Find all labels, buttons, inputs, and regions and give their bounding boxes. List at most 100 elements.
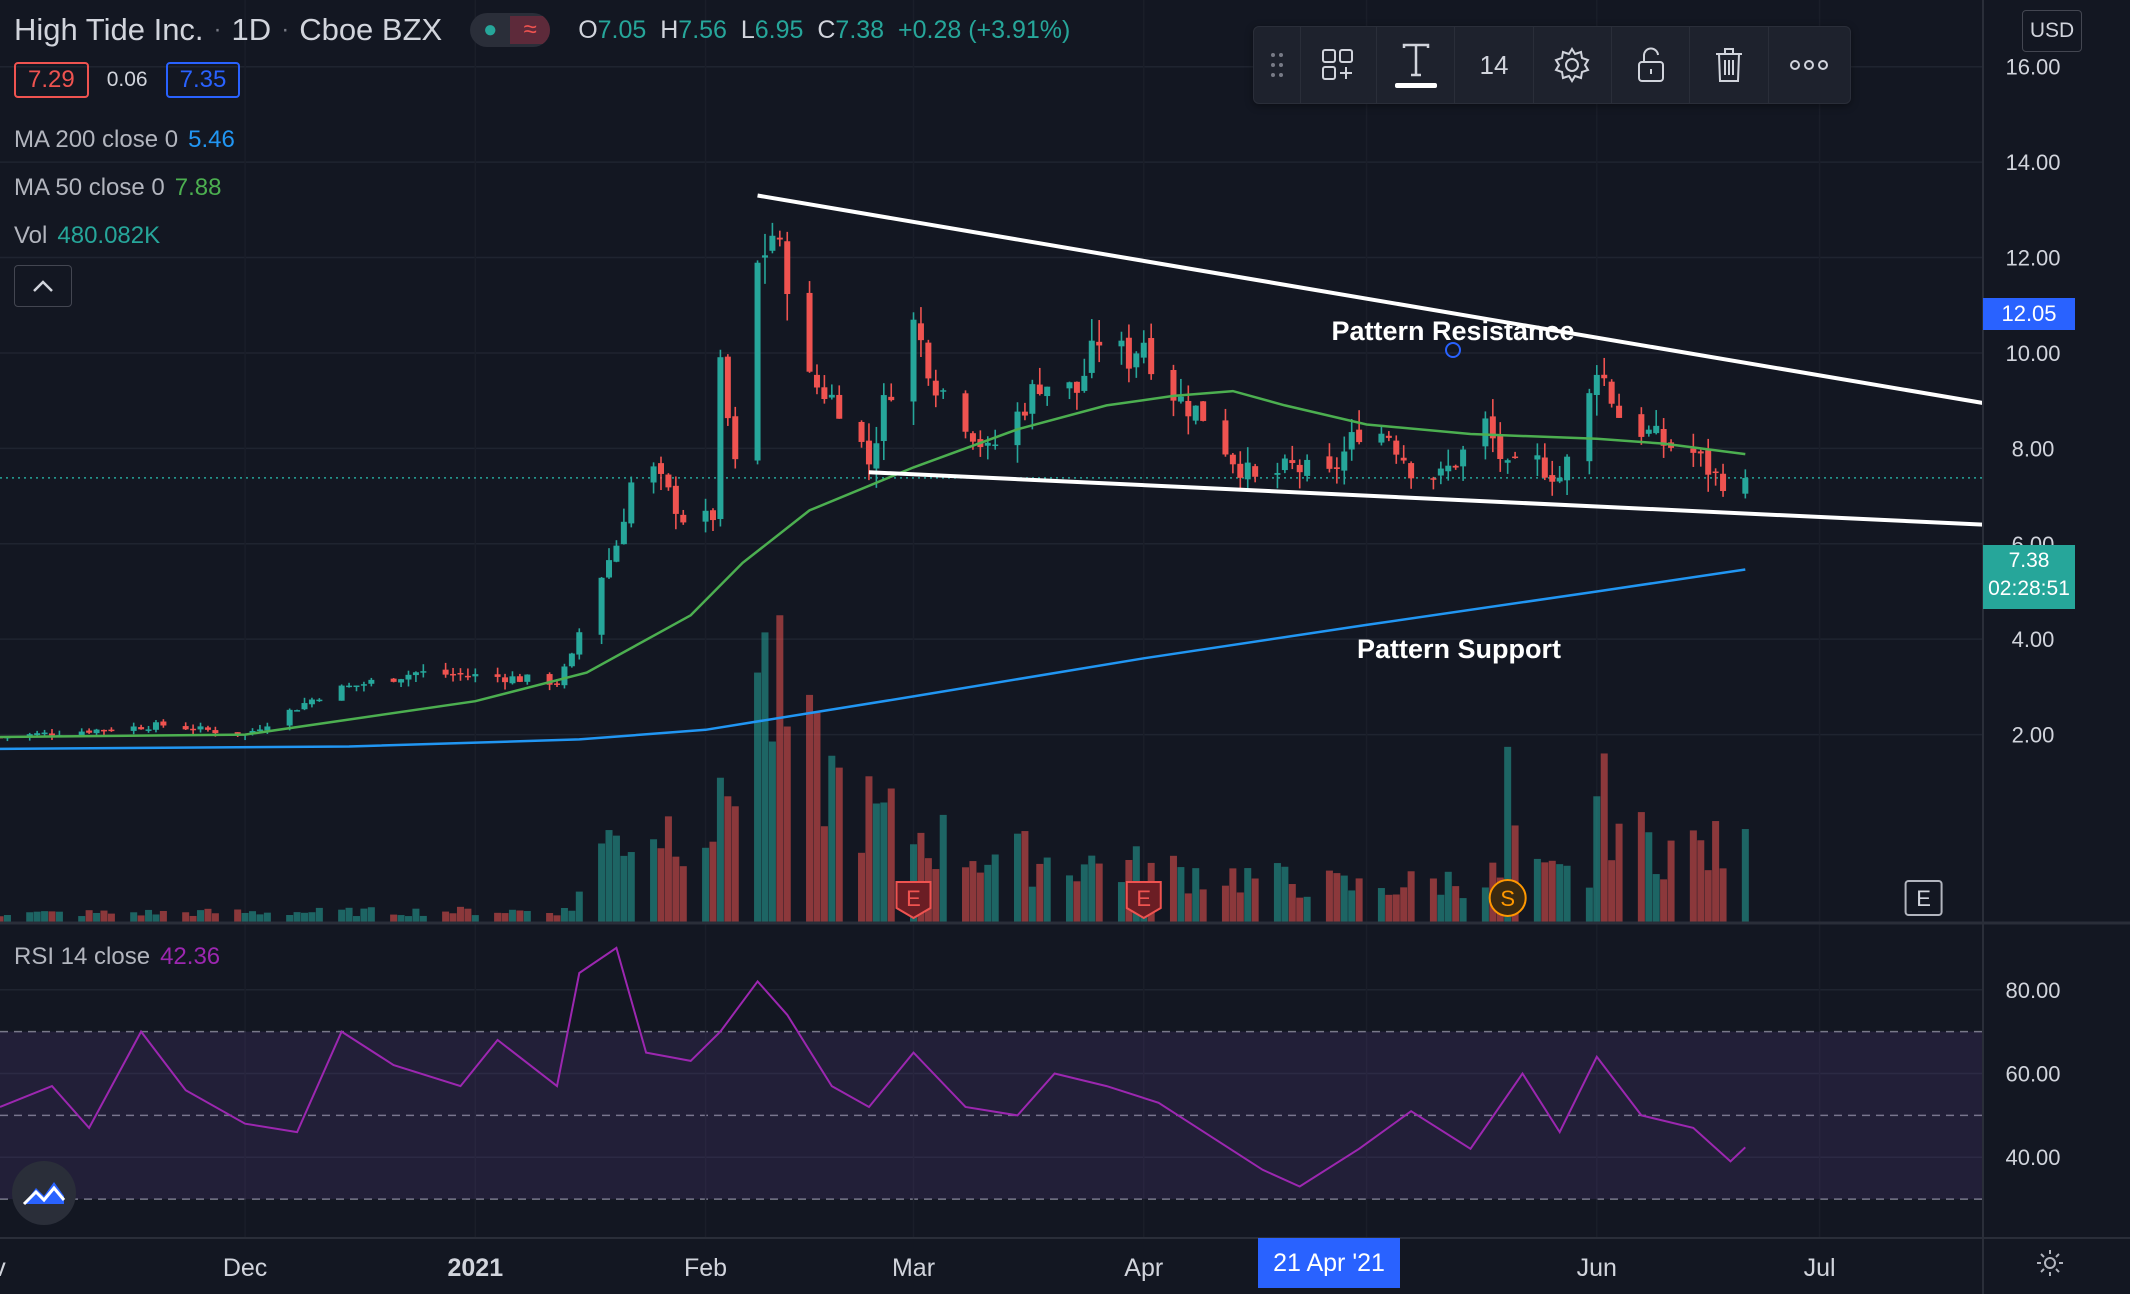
candle-body xyxy=(1705,450,1712,475)
volume-bar xyxy=(1504,746,1512,922)
candle-body xyxy=(910,319,917,402)
candle-body xyxy=(472,674,479,677)
bid-ask-row: 7.29 0.06 7.35 xyxy=(14,62,241,98)
crosshair-date-label: 21 Apr '21 xyxy=(1258,1238,1400,1288)
currency-button[interactable]: USD xyxy=(2022,10,2082,52)
candle-body xyxy=(1326,456,1333,469)
earnings-marker[interactable] xyxy=(895,881,932,920)
volume-bar xyxy=(1556,864,1564,922)
volume-bar xyxy=(1348,890,1356,922)
candle-body xyxy=(1192,405,1199,421)
text-tool-button[interactable] xyxy=(1377,27,1456,103)
volume-bar xyxy=(932,869,940,922)
volume-bar xyxy=(107,913,115,922)
candle-body xyxy=(524,674,531,682)
candle-body xyxy=(398,679,405,683)
tradingview-logo[interactable] xyxy=(12,1161,76,1225)
candle-body xyxy=(152,722,159,730)
volume-bar xyxy=(858,852,866,922)
upcoming-earnings-marker[interactable] xyxy=(1904,880,1943,916)
candle-body xyxy=(1133,353,1140,368)
volume-bar xyxy=(1548,860,1556,922)
volume-bar xyxy=(145,909,153,922)
volume-bar xyxy=(575,891,583,922)
volume-bar xyxy=(806,694,814,922)
separator-dot: · xyxy=(281,16,290,43)
volume-bar xyxy=(1660,879,1668,922)
more-button[interactable] xyxy=(1769,27,1850,103)
separator-dot: · xyxy=(213,16,222,43)
ma200-legend[interactable]: MA 200 close 0 5.46 xyxy=(14,126,235,154)
volume-bar xyxy=(880,802,888,922)
volume-bar xyxy=(605,830,613,922)
ma50-legend[interactable]: MA 50 close 0 7.88 xyxy=(14,174,221,202)
split-marker[interactable] xyxy=(1488,879,1527,917)
object-tree-button[interactable] xyxy=(1301,27,1377,103)
text-color-swatch xyxy=(1394,82,1437,88)
candle-body xyxy=(457,672,464,675)
ask-price[interactable]: 7.35 xyxy=(165,62,241,98)
volume-bar xyxy=(1600,753,1608,922)
volume-bar xyxy=(568,910,576,922)
drawing-anchor-handle[interactable] xyxy=(1445,342,1461,358)
bid-price[interactable]: 7.29 xyxy=(14,62,89,98)
object-tree-icon xyxy=(1322,49,1354,80)
candle-body xyxy=(405,674,412,680)
delete-button[interactable] xyxy=(1690,27,1769,103)
volume-bar xyxy=(1652,874,1660,922)
volume-bar xyxy=(598,843,606,922)
pattern-resistance-label[interactable]: Pattern Resistance xyxy=(1331,316,1574,346)
volume-bar xyxy=(1251,878,1259,922)
candle-body xyxy=(130,726,137,731)
volume-bar xyxy=(471,915,479,922)
settings-button[interactable] xyxy=(1534,27,1612,103)
volume-bar xyxy=(1199,889,1207,922)
drawing-price-label: 12.05 xyxy=(1983,298,2075,330)
candle-body xyxy=(1185,400,1192,417)
pattern-resistance-trendline[interactable] xyxy=(757,193,1984,406)
candle-body xyxy=(1497,435,1504,460)
drag-handle[interactable] xyxy=(1254,27,1301,103)
split-marker-label: S xyxy=(1500,886,1515,911)
collapse-legend-button[interactable] xyxy=(14,265,72,307)
volume-bar xyxy=(1667,840,1675,922)
bar-countdown: 02:28:51 xyxy=(1988,577,2070,600)
time-tick-label: Feb xyxy=(684,1254,727,1282)
time-tick-label: Apr xyxy=(1124,1254,1163,1282)
candle-body xyxy=(665,474,672,488)
volume-bar xyxy=(1192,868,1200,922)
chart-settings-button[interactable] xyxy=(2035,1248,2065,1283)
volume-bar xyxy=(976,872,984,922)
symbol-name[interactable]: High Tide Inc. xyxy=(14,12,204,47)
volume-bar xyxy=(872,803,880,922)
volume-bar xyxy=(404,916,412,922)
pattern-support-trendline[interactable] xyxy=(868,470,1984,527)
rsi-legend[interactable]: RSI 14 close 42.36 xyxy=(14,943,220,971)
candle-body xyxy=(1304,459,1311,476)
rsi-legend-value: 42.36 xyxy=(160,943,221,970)
market-open-icon: ● xyxy=(482,16,498,43)
candle-body xyxy=(613,545,620,562)
earnings-marker[interactable] xyxy=(1125,881,1162,920)
volume-legend[interactable]: Vol 480.082K xyxy=(14,222,160,250)
candle-body xyxy=(1660,428,1667,446)
volume-bar xyxy=(1437,894,1445,922)
volume-bar xyxy=(702,847,710,922)
volume-bar xyxy=(1407,871,1415,922)
low-value: 6.95 xyxy=(754,15,804,44)
candle-body xyxy=(204,727,211,730)
candle-body xyxy=(494,674,501,677)
candle-body xyxy=(1549,475,1556,482)
candle-body xyxy=(1274,473,1281,475)
pattern-support-label[interactable]: Pattern Support xyxy=(1357,634,1561,664)
font-size-button[interactable]: 14 xyxy=(1455,27,1534,103)
volume-bar xyxy=(508,909,516,922)
volume-bar xyxy=(41,911,49,922)
last-price-label: 7.38 02:28:51 xyxy=(1983,545,2075,609)
volume-bar xyxy=(449,913,457,922)
interval-label[interactable]: 1D xyxy=(231,12,272,47)
lock-button[interactable] xyxy=(1612,27,1691,103)
market-status-pill[interactable]: ● ≈ xyxy=(470,13,551,47)
volume-bar xyxy=(1244,868,1252,922)
